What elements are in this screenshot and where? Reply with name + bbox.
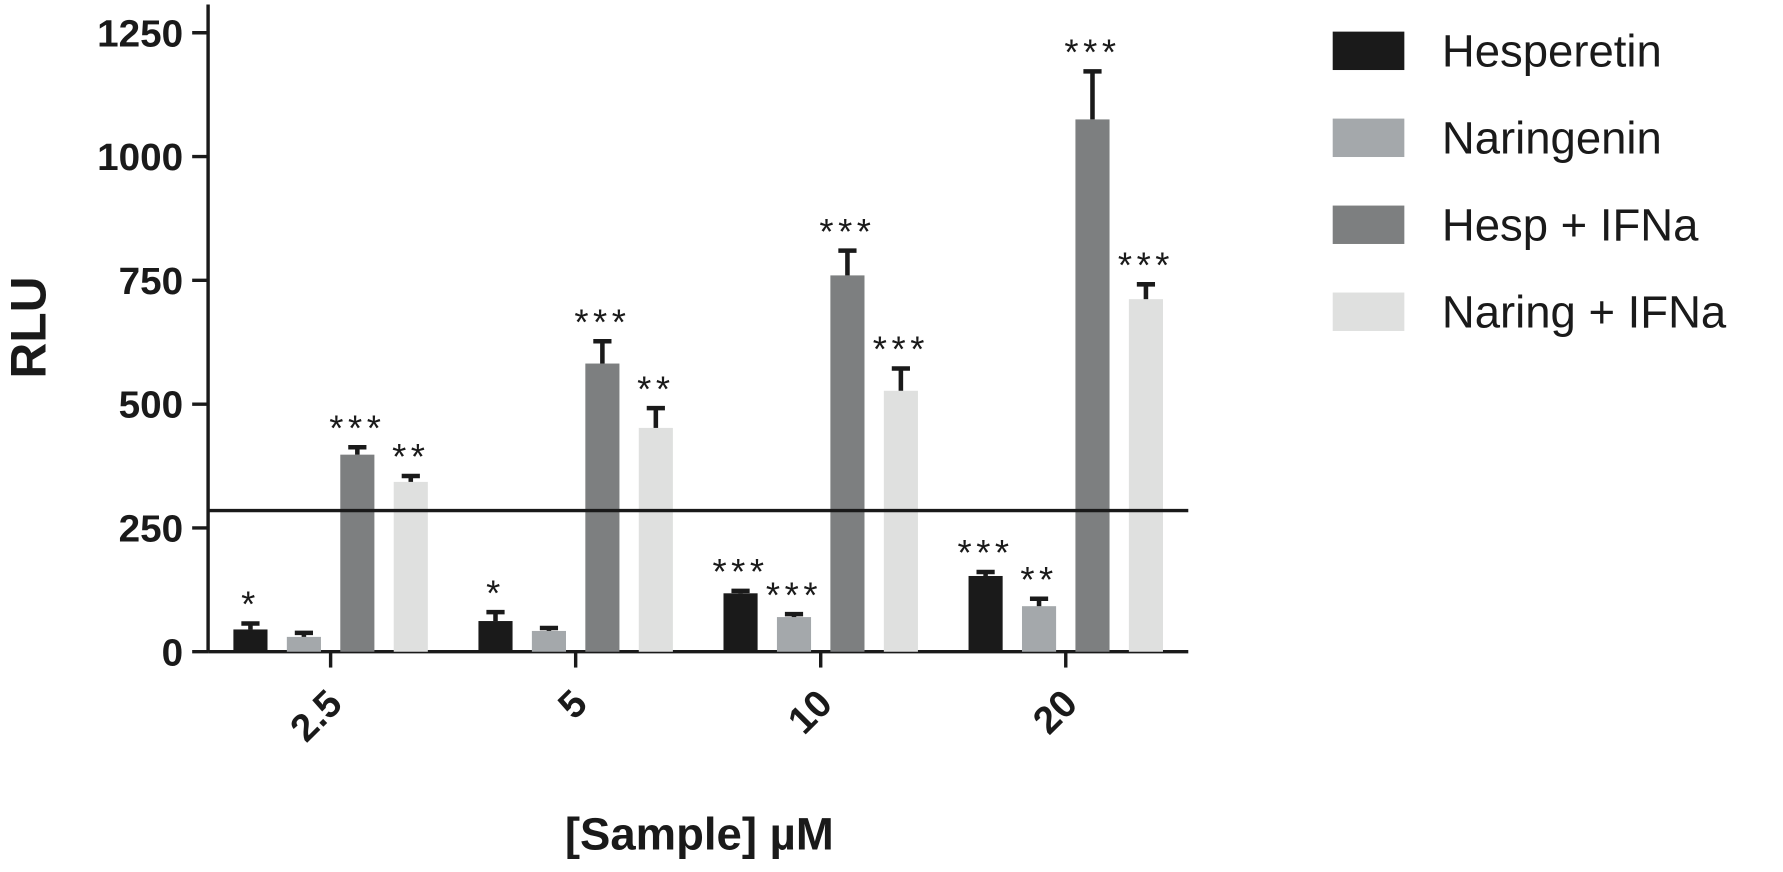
y-tick-label: 1250 [97, 12, 183, 55]
significance-label: *** [712, 551, 768, 592]
significance-label: ** [392, 436, 429, 477]
bar [233, 629, 268, 652]
x-tick-label: 2.5 [282, 682, 350, 750]
y-tick-label: 750 [119, 260, 183, 303]
bar [968, 575, 1003, 652]
y-tick-label: 500 [119, 384, 183, 427]
legend-label: Hesp + IFNa [1442, 200, 1699, 251]
legend-label: Naringenin [1442, 113, 1662, 164]
y-tick-label: 1000 [97, 136, 183, 179]
significance-label: * [241, 584, 260, 625]
significance-label: *** [958, 532, 1014, 573]
significance-label: *** [819, 211, 875, 252]
bar [1021, 606, 1057, 652]
x-axis-label: [Sample] µM [565, 809, 834, 860]
y-axis-label: RLU [0, 276, 56, 378]
bar [531, 630, 567, 652]
significance-label: *** [574, 302, 630, 343]
legend-label: Naring + IFNa [1442, 287, 1727, 338]
bar [776, 617, 812, 652]
significance-label: ** [637, 368, 674, 409]
legend-swatch [1332, 205, 1405, 244]
legend-swatch [1332, 31, 1405, 71]
bar [830, 275, 865, 652]
x-tick-label: 5 [550, 682, 596, 727]
bar [1075, 119, 1110, 652]
x-tick-label: 20 [1025, 682, 1086, 742]
legend-swatch [1332, 118, 1405, 158]
y-tick-label: 0 [162, 631, 183, 674]
significance-label: *** [1118, 245, 1174, 286]
y-tick-label: 250 [119, 508, 183, 551]
bar [638, 427, 673, 652]
bar [1128, 299, 1163, 652]
significance-label: ** [1020, 559, 1057, 600]
bar [393, 481, 428, 652]
bar [286, 636, 321, 652]
significance-label: *** [1064, 32, 1120, 73]
significance-label: *** [873, 329, 929, 370]
significance-label: *** [329, 408, 385, 449]
bar [478, 621, 513, 652]
legend-label: Hesperetin [1442, 26, 1662, 77]
legend-swatch [1332, 292, 1405, 331]
bar [883, 390, 918, 652]
bar [723, 593, 758, 652]
bar [585, 363, 620, 652]
significance-label: * [486, 572, 505, 613]
x-tick-label: 10 [780, 682, 841, 742]
bar [340, 454, 375, 652]
significance-label: *** [766, 574, 822, 615]
